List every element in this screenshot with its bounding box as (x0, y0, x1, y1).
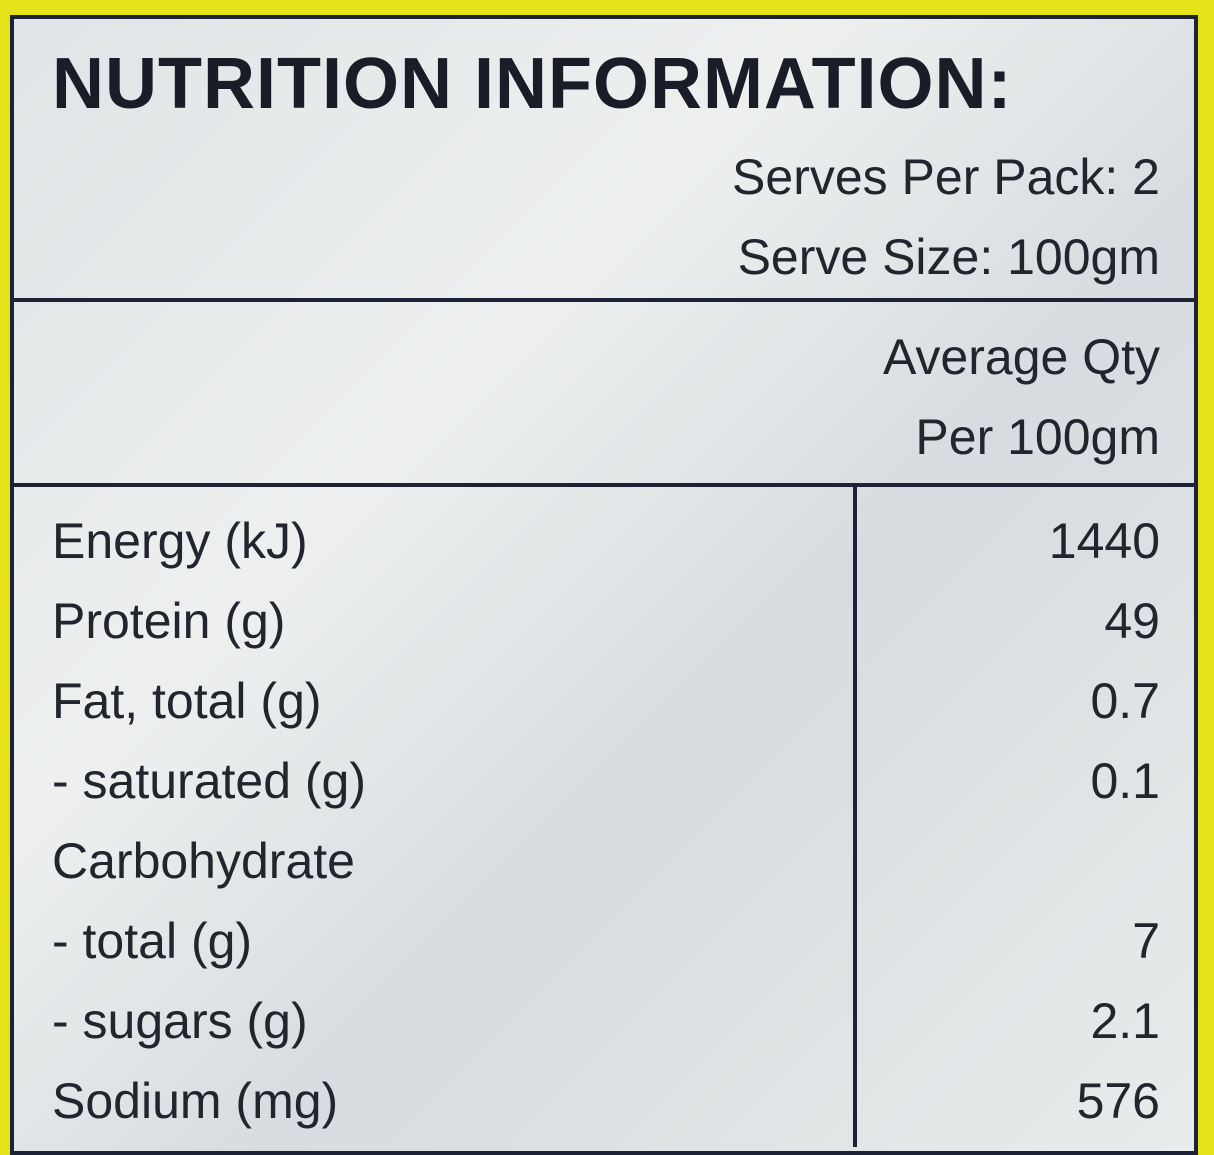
row-value: 0.7 (1090, 673, 1160, 729)
row-value: 576 (1076, 1073, 1160, 1129)
column-divider (853, 485, 857, 1147)
row-label: Fat, total (g) (52, 673, 322, 729)
row-value: 49 (1104, 593, 1160, 649)
row-label: Sodium (mg) (52, 1073, 339, 1129)
label-panel (10, 15, 1198, 1155)
serve-size: Serve Size: 100gm (737, 229, 1160, 285)
row-value: 7 (1132, 913, 1160, 969)
serves-per-pack: Serves Per Pack: 2 (732, 149, 1160, 205)
column-header: Per 100gm (915, 409, 1160, 465)
row-label: Energy (kJ) (52, 513, 308, 569)
row-label: Carbohydrate (52, 833, 355, 889)
column-header: Average Qty (882, 329, 1160, 385)
divider (10, 483, 1198, 487)
row-value: 1440 (1048, 513, 1160, 569)
divider (10, 298, 1198, 302)
row-value: 2.1 (1090, 993, 1160, 1049)
row-label: - saturated (g) (52, 753, 367, 809)
row-value: 0.1 (1090, 753, 1160, 809)
row-label: - sugars (g) (52, 993, 308, 1049)
title: NUTRITION INFORMATION: (52, 44, 1013, 124)
row-label: Protein (g) (52, 593, 286, 649)
row-label: - total (g) (52, 913, 253, 969)
